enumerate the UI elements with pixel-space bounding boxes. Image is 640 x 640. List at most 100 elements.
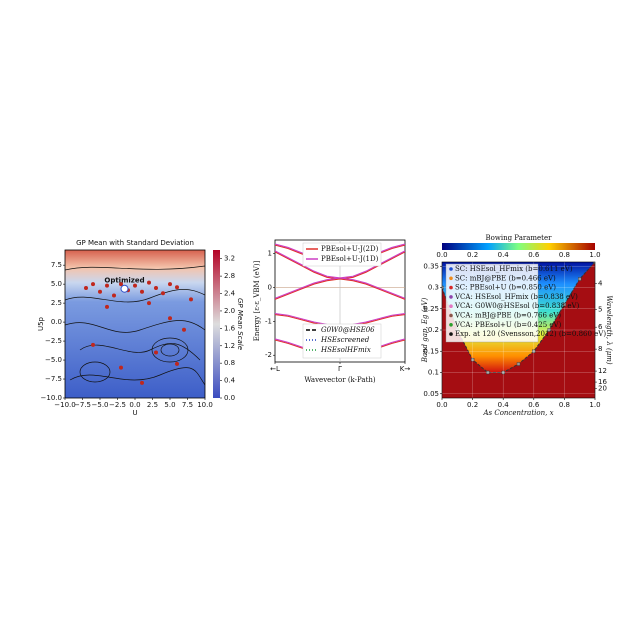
x-tick-label: 10.0 bbox=[197, 401, 213, 409]
legend-label: Exp. at 120 (Svensson,2012) (b=0.860 eV) bbox=[455, 330, 606, 338]
data-point bbox=[168, 316, 172, 321]
colorbar-tick-label: 3.2 bbox=[224, 255, 235, 263]
x-tick-label: −5.0 bbox=[92, 401, 109, 409]
colorbar-tick-label: 0.6 bbox=[528, 251, 540, 259]
data-point bbox=[470, 358, 475, 362]
data-point bbox=[175, 361, 179, 366]
legend-label: VCA: PBEsol+U (b=0.425 eV) bbox=[454, 321, 562, 329]
x-tick-label: ←L bbox=[270, 365, 280, 373]
colorbar-tick-label: 2.4 bbox=[224, 290, 236, 298]
x-tick-label: 7.5 bbox=[182, 401, 193, 409]
colorbar-tick-label: 1.2 bbox=[224, 342, 235, 350]
chart-title: GP Mean with Standard Deviation bbox=[76, 239, 194, 247]
data-point bbox=[119, 365, 123, 370]
data-point bbox=[84, 285, 88, 290]
y-tick-label: 5.0 bbox=[51, 280, 62, 288]
x-tick-label: −10.0 bbox=[54, 401, 75, 409]
y-tick-label: −10.0 bbox=[41, 394, 62, 402]
legend-marker bbox=[449, 276, 453, 281]
data-point bbox=[547, 328, 551, 332]
legend-label: VCA: G0W0@HSEsol (b=0.838 eV) bbox=[454, 302, 580, 310]
y2-tick-label: 12 bbox=[598, 367, 607, 375]
data-point bbox=[133, 283, 137, 288]
data-point bbox=[154, 350, 158, 355]
y-tick-label: -2 bbox=[265, 351, 272, 359]
legend-label: G0W0@HSE06 bbox=[321, 326, 375, 334]
legend-box bbox=[445, 263, 539, 343]
x-axis-label: U bbox=[132, 409, 137, 417]
data-point bbox=[147, 301, 151, 306]
data-point bbox=[562, 302, 567, 307]
data-point bbox=[112, 293, 116, 298]
colorbar-tick-label: 0.4 bbox=[224, 377, 236, 385]
y-tick-label: −2.5 bbox=[45, 337, 62, 345]
x-axis-label: As Concentration, x bbox=[482, 409, 553, 417]
colorbar bbox=[442, 243, 595, 250]
data-point bbox=[161, 291, 165, 296]
band-line bbox=[275, 278, 405, 300]
legend-marker bbox=[449, 323, 453, 327]
data-point bbox=[105, 304, 109, 309]
y-axis-label: Band gap, Eg (eV) bbox=[421, 297, 429, 363]
data-point bbox=[140, 289, 144, 294]
x-tick-label: 0.8 bbox=[559, 401, 570, 409]
y-tick-label: 2.5 bbox=[51, 299, 62, 307]
legend-label: HSEsolHFmix bbox=[320, 346, 371, 354]
y2-axis-label: Wavelength, λ (μm) bbox=[605, 295, 613, 365]
data-point bbox=[147, 280, 151, 285]
x-tick-label: −7.5 bbox=[74, 401, 91, 409]
y-tick-label: 0.05 bbox=[423, 390, 439, 398]
y-tick-label: 0.35 bbox=[423, 262, 439, 270]
x-tick-label: 5.0 bbox=[164, 401, 175, 409]
data-point bbox=[168, 282, 172, 287]
x-tick-label: 0.0 bbox=[436, 401, 447, 409]
y-tick-label: 7.5 bbox=[51, 261, 62, 269]
x-tick-label: 1.0 bbox=[589, 401, 600, 409]
data-point bbox=[189, 297, 193, 302]
legend-label: SC: PBEsol+U (b=0.850 eV) bbox=[455, 284, 556, 292]
colorbar-tick-label: 1.0 bbox=[589, 251, 600, 259]
colorbar-tick-label: 0.8 bbox=[224, 359, 235, 367]
data-point bbox=[578, 277, 582, 281]
x-tick-label: −2.5 bbox=[109, 401, 126, 409]
x-tick-label: 0.6 bbox=[528, 401, 540, 409]
legend-label: VCA: HSEsol_HFmix (b=0.838 eV) bbox=[454, 293, 578, 301]
legend-marker bbox=[449, 332, 453, 336]
y2-tick-label: 20 bbox=[598, 385, 607, 393]
legend-marker bbox=[449, 295, 453, 299]
colorbar-tick-label: 0.4 bbox=[498, 251, 510, 259]
data-point bbox=[532, 349, 536, 353]
heatmap bbox=[65, 250, 205, 398]
data-point bbox=[593, 262, 595, 264]
y-axis-label: U5p bbox=[37, 316, 45, 331]
legend-marker bbox=[449, 285, 453, 290]
colorbar-tick-label: 0.2 bbox=[467, 251, 478, 259]
data-point bbox=[442, 285, 444, 290]
y-tick-label: 0.15 bbox=[423, 347, 439, 355]
y2-tick-label: 16 bbox=[598, 378, 607, 386]
y2-tick-label: 4 bbox=[598, 279, 603, 287]
data-point bbox=[105, 283, 109, 288]
y-tick-label: 1 bbox=[268, 250, 272, 258]
optimum-marker bbox=[120, 284, 129, 293]
panel-bands: ←L Γ K→ -2 -1 0 1 PBEsol+U-J(2D) PBEsol+U-J(1D) G… bbox=[253, 239, 410, 384]
legend-label: VCA: mBJ@PBE (b=0.766 eV) bbox=[454, 312, 561, 320]
x-tick-label: 0.4 bbox=[498, 401, 510, 409]
panel-gap: 0.0 0.2 0.4 0.6 0.8 1.00.050.10.150.20.250.30… bbox=[421, 234, 613, 417]
data-point bbox=[91, 282, 95, 287]
data-point bbox=[154, 285, 158, 290]
y2-tick-label: 8 bbox=[598, 345, 602, 353]
y2-tick-label: 6 bbox=[598, 323, 603, 331]
x-tick-label: 0.0 bbox=[129, 401, 140, 409]
annotation: Optimized bbox=[104, 277, 144, 285]
data-point bbox=[140, 380, 144, 385]
colorbar-tick-label: 2.8 bbox=[224, 272, 235, 280]
x-tick-label: 2.5 bbox=[147, 401, 158, 409]
x-tick-label: Γ bbox=[338, 365, 342, 373]
legend-label: SC: HSEsol_HFmix (b=0.611 eV) bbox=[455, 265, 573, 273]
legend-label: SC: mBJ@PBE (b=0.466 eV) bbox=[455, 274, 556, 282]
panel-gp: GP Mean with Standard Deviation−10.0−7.5… bbox=[37, 239, 244, 417]
colorbar-tick-label: 0.0 bbox=[436, 251, 447, 259]
y2-tick-label: 5 bbox=[598, 306, 602, 314]
x-axis-label: Wavevector (k-Path) bbox=[304, 376, 376, 384]
